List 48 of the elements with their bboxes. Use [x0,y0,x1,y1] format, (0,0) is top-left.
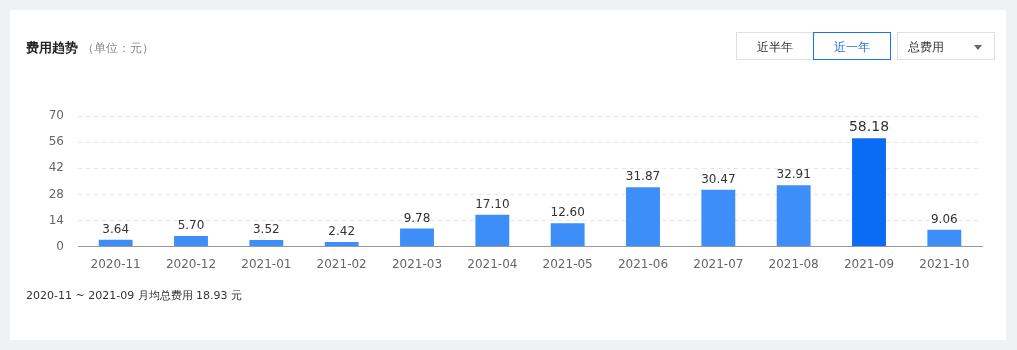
bar [701,189,736,247]
chart-subtitle: （单位：元） [82,41,154,55]
bar [776,185,811,247]
data-label: 3.64 [102,221,130,236]
x-tick-label: 2021-10 [919,256,970,271]
data-label: 5.70 [177,218,205,233]
data-label: 9.78 [403,210,431,225]
data-label: 2.42 [328,224,356,239]
x-tick-label: 2021-06 [617,256,669,271]
y-tick-label: 0 [56,238,64,253]
data-label: 3.52 [252,222,280,237]
chart-title: 费用趋势 [26,40,78,55]
text: 近一年 [813,32,891,60]
text: 近半年 [736,32,814,60]
bar [174,235,208,247]
text: 总费用 [908,40,944,54]
data-label: 30.47 [701,171,736,186]
x-tick-label: 2021-04 [467,256,518,271]
data-label: 17.10 [475,196,510,211]
bar [249,240,284,247]
y-tick-label: 42 [48,160,64,175]
bar [98,239,133,247]
data-label: 9.06 [930,211,958,226]
y-tick-label: 14 [48,212,64,227]
y-tick-label: 70 [48,108,64,123]
data-label: 32.91 [776,167,811,182]
data-label: 12.60 [550,205,585,220]
bar [400,228,434,247]
bar [475,214,510,247]
data-label: 31.87 [625,169,661,184]
x-tick-label: 2021-09 [843,256,895,271]
bar [852,138,886,247]
x-tick-label: 2021-07 [693,256,744,271]
x-tick-label: 2020-12 [165,256,217,271]
y-tick-label: 28 [48,186,64,201]
data-label: 58.18 [848,117,890,134]
bar [550,223,585,247]
x-tick-label: 2020-11 [90,256,141,271]
y-tick-label: 56 [48,134,64,149]
bar [927,229,962,247]
x-tick-label: 2021-03 [391,256,443,271]
text: 2020-11 ~ 2021-09 月均总费用 18.93 元 [26,288,243,303]
bar [324,242,359,247]
x-tick-label: 2021-08 [768,256,819,271]
bar [626,187,660,247]
x-tick-label: 2021-02 [316,256,367,271]
x-tick-label: 2021-05 [542,256,593,271]
x-tick-label: 2021-01 [241,256,292,271]
